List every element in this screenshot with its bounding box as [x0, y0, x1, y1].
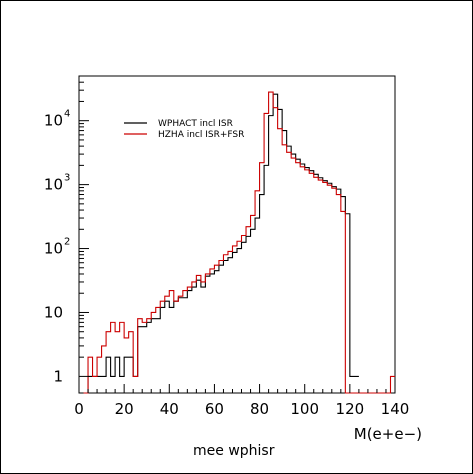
legend-label-1: HZHA incl ISR+FSR	[158, 130, 244, 140]
x-tick-label: 80	[250, 400, 269, 418]
x-tick-label: 140	[381, 400, 410, 418]
x-tick-label: 40	[160, 400, 179, 418]
x-axis: 0 20 40 60 80 100 120 140	[74, 384, 409, 418]
x-tick-label: 100	[290, 400, 319, 418]
y-tick-exponent: 2	[64, 237, 70, 248]
y-tick-exponent: 4	[64, 109, 70, 120]
y-tick-label: 10	[44, 303, 63, 321]
x-tick-label: 20	[115, 400, 134, 418]
y-tick-label: 10	[44, 240, 63, 258]
legend-label-0: WPHACT incl ISR	[158, 119, 233, 129]
x-tick-label: 60	[205, 400, 224, 418]
y-tick-exponent: 3	[64, 173, 70, 184]
y-tick-label: 1	[53, 367, 63, 385]
plot-frame	[78, 75, 396, 394]
histogram-name-label: mee wphisr	[193, 443, 275, 459]
series-line-1	[83, 91, 395, 394]
x-tick-label: 120	[336, 400, 365, 418]
y-tick-label: 10	[44, 112, 63, 130]
series-layer	[83, 91, 395, 394]
x-axis-label: M(e+e−)	[354, 425, 422, 443]
y-tick-label: 10	[44, 176, 63, 194]
x-tick-label: 0	[74, 400, 84, 418]
